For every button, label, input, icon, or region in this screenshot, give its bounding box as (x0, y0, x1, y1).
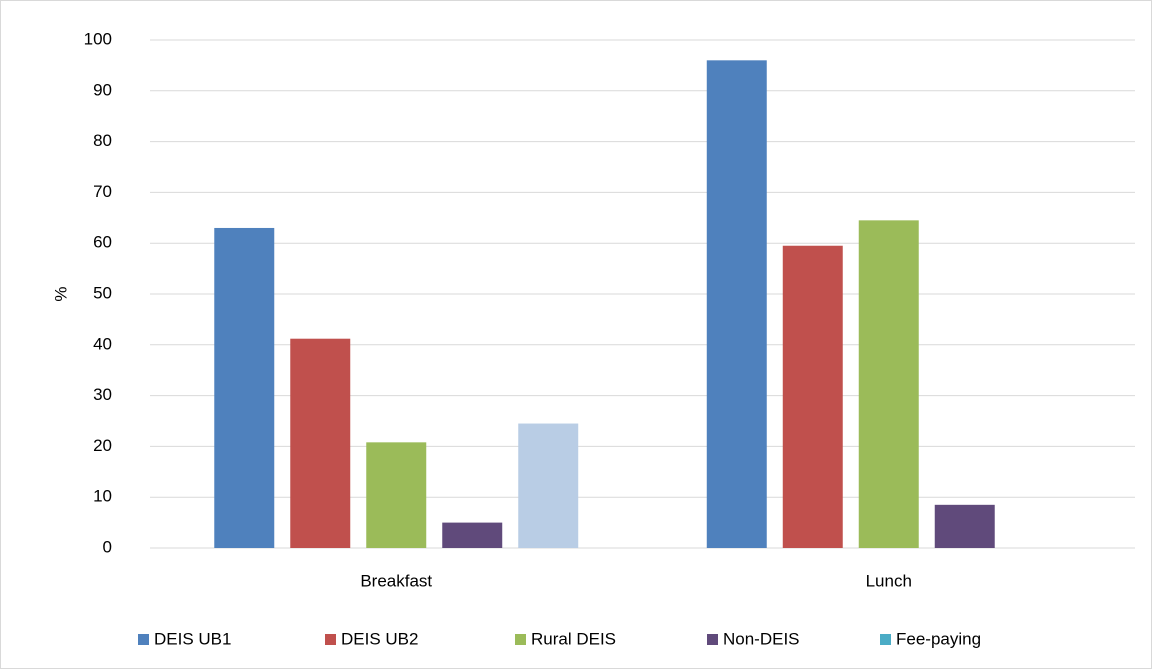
bar (290, 338, 351, 548)
legend-swatch (515, 634, 526, 645)
bar (214, 227, 275, 548)
x-tick-label: Breakfast (360, 571, 432, 590)
y-tick-label: 10 (93, 487, 112, 506)
bar (934, 504, 995, 548)
legend-label: Fee-paying (896, 629, 981, 648)
y-tick-label: 20 (93, 436, 112, 455)
y-tick-label: 60 (93, 233, 112, 252)
legend-label: Non-DEIS (723, 629, 800, 648)
y-tick-label: 0 (103, 537, 112, 556)
bar (782, 245, 843, 549)
y-tick-label: 40 (93, 334, 112, 353)
legend-label: DEIS UB1 (154, 629, 231, 648)
legend-label: Rural DEIS (531, 629, 616, 648)
legend-swatch (138, 634, 149, 645)
y-axis-label: % (51, 286, 70, 301)
y-tick-label: 90 (93, 80, 112, 99)
bar (518, 423, 579, 548)
bar (858, 220, 919, 548)
legend-swatch (325, 634, 336, 645)
legend-swatch (880, 634, 891, 645)
bar (442, 522, 503, 548)
x-tick-label: Lunch (866, 571, 912, 590)
y-tick-label: 30 (93, 385, 112, 404)
legend-swatch (707, 634, 718, 645)
y-tick-label: 70 (93, 182, 112, 201)
y-tick-label: 100 (84, 29, 112, 48)
y-tick-label: 50 (93, 283, 112, 302)
bar (706, 60, 767, 548)
y-tick-label: 80 (93, 131, 112, 150)
bar (366, 442, 427, 548)
legend-label: DEIS UB2 (341, 629, 418, 648)
